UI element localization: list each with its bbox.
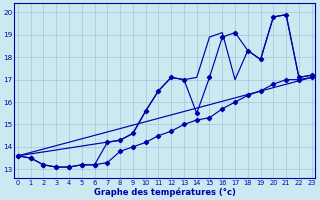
X-axis label: Graphe des températures (°c): Graphe des températures (°c) — [94, 187, 236, 197]
